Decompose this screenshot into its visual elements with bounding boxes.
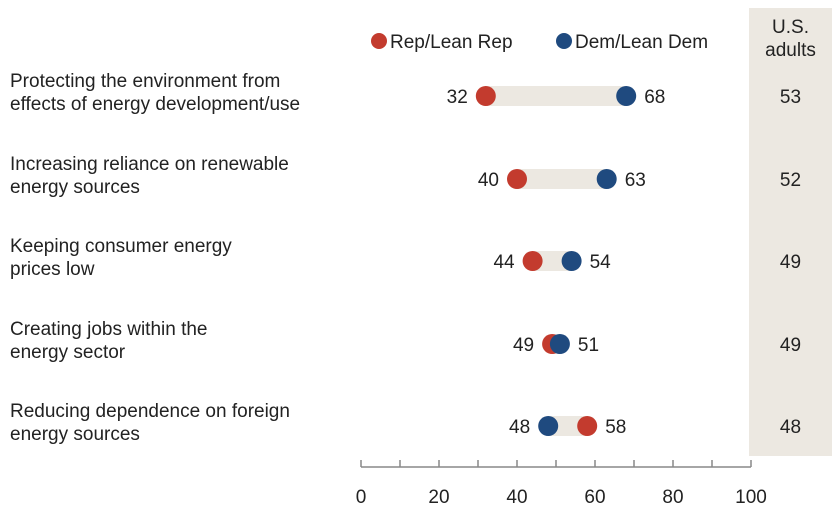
us-adults-value: 52 [780, 170, 801, 191]
category-label: effects of energy development/use [10, 94, 300, 115]
value-label-high: 58 [605, 417, 626, 438]
category-label: Protecting the environment from [10, 71, 280, 92]
x-tick-label: 100 [735, 487, 767, 506]
value-label-high: 51 [578, 335, 599, 356]
legend-item: Rep/Lean Rep [371, 32, 513, 53]
range-bar [485, 86, 627, 106]
dem-dot [549, 334, 570, 354]
us-adults-value: 48 [780, 417, 801, 438]
legend-item: Dem/Lean Dem [556, 32, 708, 53]
range-bar [517, 169, 607, 189]
dem-dot [538, 416, 559, 436]
rep-dot [475, 86, 496, 106]
value-label-low: 49 [513, 335, 534, 356]
us-adults-header-line: adults [765, 40, 816, 61]
us-adults-value: 49 [780, 335, 801, 356]
value-label-low: 32 [447, 87, 468, 108]
value-label-low: 44 [493, 252, 515, 273]
legend-label: Dem/Lean Dem [575, 32, 708, 53]
category-label: energy sources [10, 177, 140, 198]
us-adults-value: 49 [780, 252, 801, 273]
category-label: Creating jobs within the [10, 319, 208, 340]
us-adults-column-background [749, 8, 832, 456]
value-label-high: 63 [625, 170, 646, 191]
range-bar [532, 251, 572, 271]
x-tick-label: 80 [662, 487, 683, 506]
legend-swatch [371, 33, 387, 49]
value-label-low: 40 [478, 170, 499, 191]
category-label: energy sector [10, 342, 126, 363]
dem-dot [596, 169, 617, 189]
x-axis: 0 20 40 60 80 100 [356, 460, 767, 506]
us-adults-header: U.S.adults [765, 17, 816, 61]
value-label-high: 54 [590, 252, 612, 273]
range-bar [548, 416, 588, 436]
category-label: Increasing reliance on renewable [10, 154, 289, 175]
category-label: prices low [10, 259, 95, 280]
x-tick-label: 60 [584, 487, 605, 506]
dem-dot [561, 251, 582, 271]
value-label-low: 48 [509, 417, 530, 438]
us-adults-header-line: U.S. [772, 17, 809, 38]
rep-dot [577, 416, 598, 436]
x-tick-label: 0 [356, 487, 367, 506]
legend-swatch [556, 33, 572, 49]
x-tick-label: 40 [506, 487, 527, 506]
x-tick-label: 20 [428, 487, 449, 506]
category-label: energy sources [10, 424, 140, 445]
us-adults-value: 53 [780, 87, 801, 108]
dem-dot [616, 86, 637, 106]
legend-label: Rep/Lean Rep [390, 32, 513, 53]
category-label: Reducing dependence on foreign [10, 401, 290, 422]
legend: Rep/Lean Rep Dem/Lean Dem [371, 32, 708, 53]
rep-dot [522, 251, 543, 271]
rep-dot [507, 169, 527, 189]
value-label-high: 68 [644, 87, 665, 108]
category-label: Keeping consumer energy [10, 236, 232, 257]
